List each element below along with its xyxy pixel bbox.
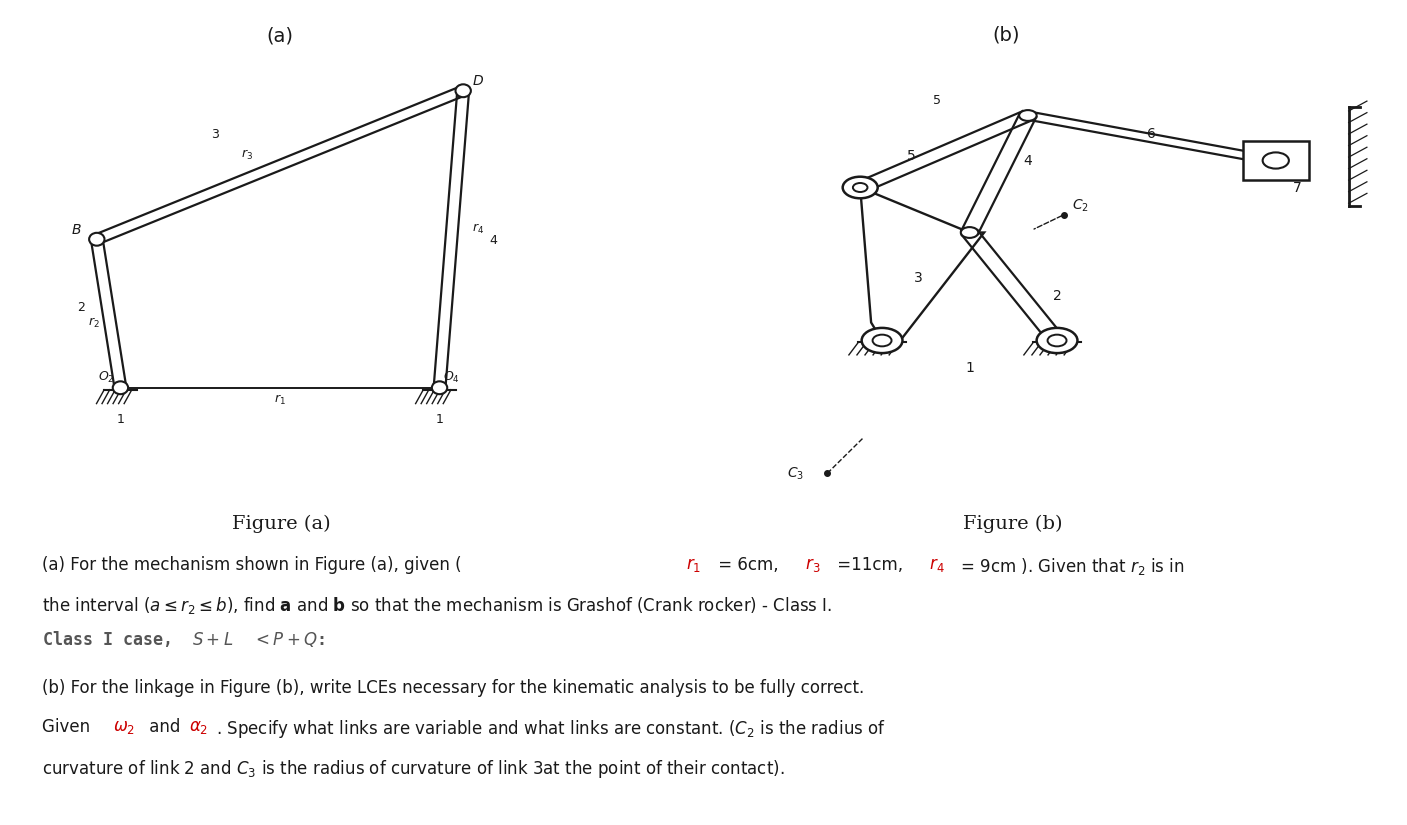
Text: = 6cm,: = 6cm,: [713, 556, 779, 573]
Text: $r_3$: $r_3$: [801, 556, 822, 573]
Circle shape: [89, 233, 104, 246]
Text: = 9cm ). Given that $r_2$ is in: = 9cm ). Given that $r_2$ is in: [955, 556, 1185, 577]
Text: $r_1$: $r_1$: [274, 393, 286, 407]
Circle shape: [1262, 153, 1289, 168]
Text: $C_3$: $C_3$: [788, 466, 805, 482]
Text: (a) For the mechanism shown in Figure (a), given (: (a) For the mechanism shown in Figure (a…: [42, 556, 461, 573]
Text: . Specify what links are variable and what links are constant. ($C_2$ is the rad: . Specify what links are variable and wh…: [217, 719, 886, 740]
Text: $r_2$: $r_2$: [89, 316, 100, 330]
Text: $B$: $B$: [72, 223, 82, 237]
Circle shape: [113, 381, 128, 394]
Text: 1: 1: [965, 361, 974, 375]
Text: 5: 5: [908, 149, 916, 163]
Text: 2: 2: [77, 301, 84, 314]
Text: $O_4$: $O_4$: [442, 370, 459, 385]
Text: $C_2$: $C_2$: [1072, 197, 1089, 214]
Circle shape: [961, 227, 978, 238]
Text: $O_2$: $O_2$: [98, 370, 114, 385]
Circle shape: [872, 335, 892, 346]
Text: Class I case,  $S + L$  $< P + Q$:: Class I case, $S + L$ $< P + Q$:: [42, 629, 325, 648]
Text: (b) For the linkage in Figure (b), write LCEs necessary for the kinematic analys: (b) For the linkage in Figure (b), write…: [42, 679, 864, 697]
Circle shape: [843, 177, 878, 198]
Circle shape: [1048, 335, 1067, 346]
Circle shape: [456, 84, 471, 97]
Text: 6: 6: [1147, 127, 1157, 141]
Text: 3: 3: [211, 128, 219, 141]
Text: (a): (a): [266, 26, 294, 45]
Circle shape: [1037, 328, 1078, 353]
Text: $\alpha_2$: $\alpha_2$: [189, 719, 208, 737]
Circle shape: [861, 328, 902, 353]
Text: $r_3$: $r_3$: [242, 148, 253, 162]
Text: and: and: [144, 719, 186, 737]
Text: 3: 3: [915, 271, 923, 285]
Text: 7: 7: [1293, 181, 1301, 195]
Text: $r_1$: $r_1$: [687, 556, 702, 573]
Text: =11cm,: =11cm,: [832, 556, 903, 573]
Text: 4: 4: [1023, 154, 1033, 168]
Text: curvature of link 2 and $C_3$ is the radius of curvature of link 3at the point o: curvature of link 2 and $C_3$ is the rad…: [42, 757, 785, 780]
Text: Figure (b): Figure (b): [964, 515, 1062, 533]
Circle shape: [1019, 110, 1037, 121]
Text: the interval ($a \leq r_2 \leq b$), find $\mathbf{a}$ and $\mathbf{b}$ so that t: the interval ($a \leq r_2 \leq b$), find…: [42, 595, 833, 616]
Text: 1: 1: [436, 413, 443, 427]
FancyBboxPatch shape: [1242, 141, 1309, 180]
Text: $r_4$: $r_4$: [471, 222, 484, 236]
Text: $D$: $D$: [471, 74, 484, 88]
Text: Figure (a): Figure (a): [232, 515, 331, 533]
Text: 1: 1: [117, 413, 124, 427]
Text: (b): (b): [992, 26, 1020, 45]
Text: $r_4$: $r_4$: [924, 556, 946, 573]
Circle shape: [853, 183, 868, 192]
Text: 5: 5: [933, 94, 941, 107]
Circle shape: [432, 381, 447, 394]
Text: $\omega_2$: $\omega_2$: [113, 719, 135, 737]
Text: 4: 4: [490, 234, 498, 248]
Text: 2: 2: [1052, 289, 1061, 303]
Text: Given: Given: [42, 719, 96, 737]
